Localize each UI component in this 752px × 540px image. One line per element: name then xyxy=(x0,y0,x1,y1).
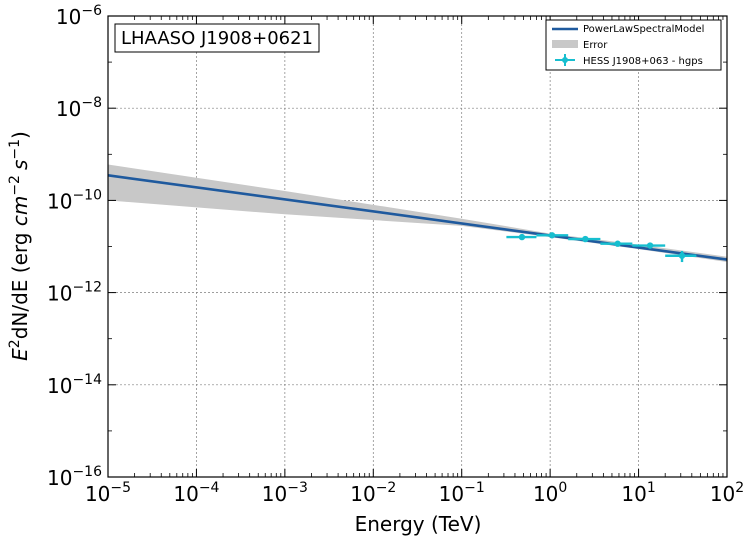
legend-swatch-hess xyxy=(555,54,575,66)
data-point xyxy=(600,240,633,247)
legend-swatch-error xyxy=(552,40,578,48)
x-tick-label: 10−5 xyxy=(85,480,131,506)
data-point xyxy=(632,242,666,249)
data-point-marker xyxy=(548,232,556,239)
y-tick-label: 10−16 xyxy=(47,464,102,490)
y-tick-label: 10−14 xyxy=(47,372,102,398)
data-points-layer xyxy=(506,232,697,263)
tick-labels: 10−5 10−4 10−3 10−2 10−1 100 101 102 10−16 10−14 1… xyxy=(47,3,744,506)
y-label-prefix: E xyxy=(8,348,32,361)
y-label-unit2-sup: −1 xyxy=(7,139,23,160)
x-tick-label: 10−4 xyxy=(173,480,219,506)
x-tick-label: 10−3 xyxy=(262,480,308,506)
y-label-main: dN/dE (erg xyxy=(8,226,32,339)
powerlaw-model-line xyxy=(107,174,728,261)
y-axis-label: E2dN/dE (erg cm−2 s−1) xyxy=(7,131,32,361)
data-point xyxy=(536,232,569,239)
x-tick-label: 100 xyxy=(533,480,567,506)
source-label: LHAASO J1908+0621 xyxy=(121,28,313,49)
x-tick-label: 10−1 xyxy=(439,480,485,506)
y-tick-label: 10−6 xyxy=(56,3,102,29)
y-label-prefix-sup: 2 xyxy=(7,339,23,348)
source-label-box: LHAASO J1908+0621 xyxy=(114,23,320,53)
y-tick-label: 10−8 xyxy=(56,95,102,121)
y-tick-label: 10−10 xyxy=(47,187,102,213)
data-point-marker xyxy=(646,242,654,249)
data-point xyxy=(506,233,537,241)
model-line-layer xyxy=(107,174,728,261)
y-label-unit1: cm xyxy=(8,196,32,226)
data-point xyxy=(665,250,697,263)
x-tick-label: 10−2 xyxy=(350,480,396,506)
grid xyxy=(108,16,727,477)
y-tick-label: 10−12 xyxy=(47,280,102,306)
data-point-marker xyxy=(582,235,589,243)
legend-label-model: PowerLawSpectralModel xyxy=(583,24,704,35)
data-point-marker xyxy=(518,233,526,241)
data-point xyxy=(568,235,601,243)
legend-label-hess: HESS J1908+063 - hgps xyxy=(583,56,703,67)
y-label-suffix: ) xyxy=(8,131,32,139)
y-label-unit1-sup: −2 xyxy=(7,175,23,196)
x-tick-label: 102 xyxy=(710,480,744,506)
x-tick-label: 101 xyxy=(621,480,655,506)
data-point-marker xyxy=(678,252,686,259)
x-axis-label: Energy (TeV) xyxy=(355,512,482,536)
y-label-unit2: s xyxy=(8,160,32,170)
legend: PowerLawSpectralModel Error HESS J1908+0… xyxy=(545,19,722,71)
data-point-marker xyxy=(614,240,621,247)
legend-label-error: Error xyxy=(583,40,608,51)
